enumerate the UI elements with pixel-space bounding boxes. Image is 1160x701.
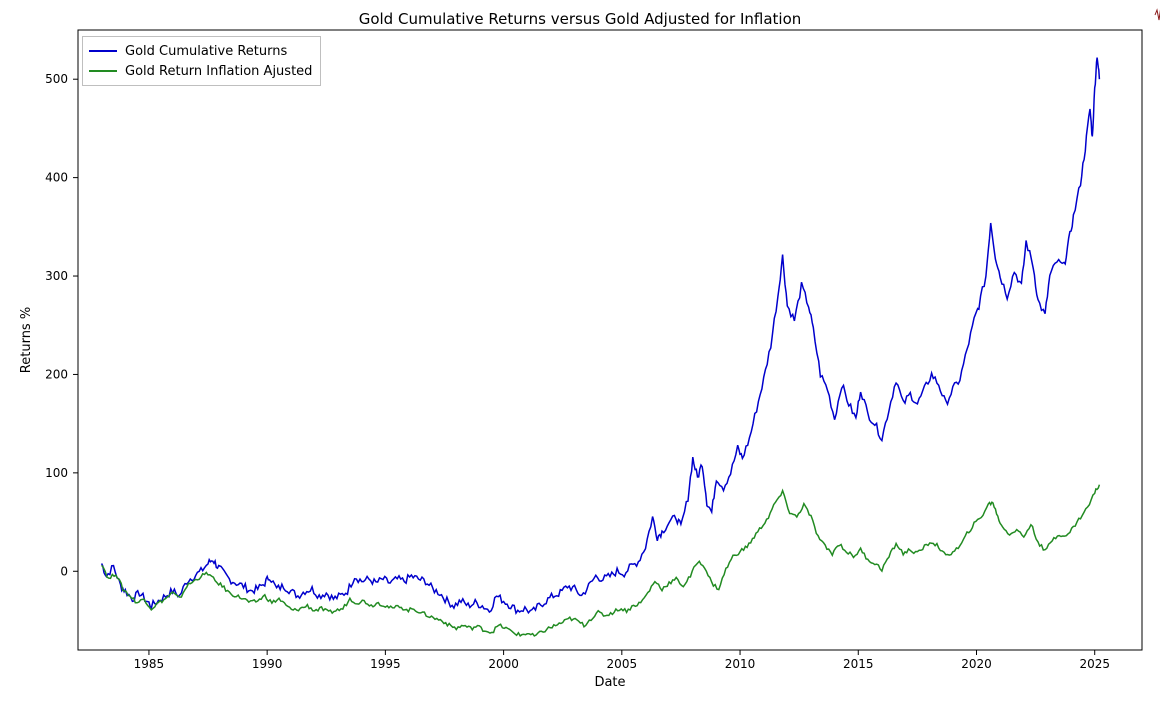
y-tick-label: 400 bbox=[45, 171, 68, 185]
y-tick-label: 0 bbox=[60, 564, 68, 578]
x-tick-label: 2020 bbox=[961, 657, 992, 671]
x-tick-label: 1995 bbox=[370, 657, 401, 671]
legend-label-0: Gold Cumulative Returns bbox=[125, 44, 287, 59]
y-tick-label: 200 bbox=[45, 367, 68, 381]
series-line bbox=[102, 485, 1100, 636]
x-tick-label: 2010 bbox=[725, 657, 756, 671]
y-tick-label: 300 bbox=[45, 269, 68, 283]
series-line bbox=[102, 58, 1100, 614]
x-tick-label: 1990 bbox=[252, 657, 283, 671]
chart-svg: 1985 1990 1995 2000 2005 2010 2015 2020 2025 0 100… bbox=[0, 0, 1160, 701]
legend: Gold Cumulative Returns Gold Return Infl… bbox=[82, 36, 321, 86]
legend-item: Gold Return Inflation Ajusted bbox=[89, 61, 312, 81]
x-tick-label: 2000 bbox=[488, 657, 519, 671]
y-tick-label: 500 bbox=[45, 72, 68, 86]
x-tick-label: 1985 bbox=[134, 657, 165, 671]
chart-container: Gold Cumulative Returns versus Gold Adju… bbox=[0, 0, 1160, 701]
x-axis-label: Date bbox=[594, 675, 625, 690]
y-axis-label: Returns % bbox=[19, 307, 34, 373]
y-tick-label: 100 bbox=[45, 466, 68, 480]
x-tick-label: 2005 bbox=[607, 657, 638, 671]
x-tick-label: 2015 bbox=[843, 657, 874, 671]
x-tick-label: 2025 bbox=[1079, 657, 1110, 671]
legend-item: Gold Cumulative Returns bbox=[89, 41, 312, 61]
legend-label-1: Gold Return Inflation Ajusted bbox=[125, 64, 312, 79]
